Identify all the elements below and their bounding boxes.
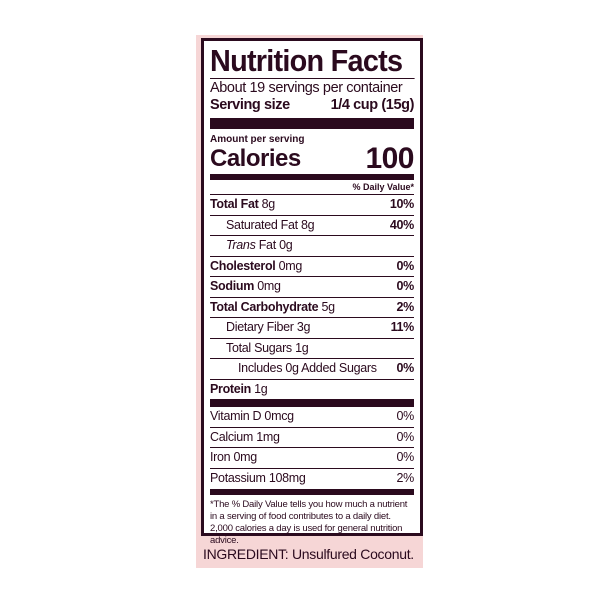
nutrient-name: Total Carbohydrate [210,299,319,314]
nutrient-dv: 11% [390,320,415,334]
vitamin-row: Iron 0mg 0% [210,448,414,469]
nutrient-row: Cholesterol 0mg 0% [210,257,415,277]
nutrient-row: Total Fat 8g 10% [210,195,414,216]
vitamin-row: Vitamin D 0mcg 0% [210,407,414,428]
nutrient-name: Includes 0g Added Sugars [238,361,377,375]
serving-size-value: 1/4 cup (15g) [330,97,415,113]
nutrient-amount: 5g [321,299,335,314]
nutrient-amount: 0mg [257,279,281,293]
nutrient-amount: 1g [295,340,309,355]
nutrient-dv: 40% [389,217,414,232]
vitamin-row: Potassium 108mg 2% [210,469,414,489]
daily-value-header: % Daily Value* [210,180,414,195]
divider-medium [210,489,414,495]
nutrient-dv: 0% [396,279,415,293]
vitamin-dv: 0% [396,450,415,464]
nutrient-dv: 10% [389,197,414,211]
calories-value: 100 [365,142,414,175]
vitamin-dv: 0% [396,429,415,444]
divider-medium [210,174,414,180]
amount-per-serving: Amount per serving [210,134,305,145]
nutrient-dv: 0% [396,361,415,375]
serving-size: Serving size 1/4 cup (15g) [210,97,414,114]
serving-size-label: Serving size [210,97,290,113]
nutrient-name: Saturated Fat [226,217,298,232]
vitamin-name: Iron 0mg [210,450,257,464]
nutrient-name: Total Fat [210,197,259,211]
nutrient-amount: 3g [296,320,311,334]
vitamin-row: Calcium 1mg 0% [210,428,415,448]
nutrient-amount: 1g [254,381,268,396]
nutrient-name: Trans [226,238,256,252]
nutrient-name: Dietary Fiber [226,320,294,334]
ingredient-statement: INGREDIENT: Unsulfured Coconut. [203,546,414,562]
nutrient-row: Saturated Fat 8g 40% [210,216,414,236]
nutrient-amount: 8g [301,217,315,232]
nutrient-row: Sodium 0mg 0% [210,277,414,298]
vitamin-dv: 0% [396,409,415,423]
nutrient-row: Trans Fat 0g [210,236,414,257]
vitamin-dv: 2% [396,470,415,485]
label-title: Nutrition Facts [210,44,415,79]
nutrient-dv: 2% [396,299,415,314]
nutrient-dv: 0% [396,258,415,273]
nutrient-name: Total Sugars [226,340,292,355]
nutrient-amount: 8g [261,197,276,211]
nutrient-name-suffix: Fat [258,238,276,252]
vitamin-name: Potassium 108mg [210,470,306,485]
nutrient-amount: 0g [279,238,293,252]
nutrient-name: Cholesterol [210,258,276,273]
calories-label: Calories [210,145,301,172]
nutrient-row: Dietary Fiber 3g 11% [210,318,414,339]
divider-thick [210,118,414,129]
nutrient-name: Sodium [210,279,255,293]
servings-per-container: About 19 servings per container [210,80,403,96]
vitamin-name: Vitamin D 0mcg [210,409,294,423]
nutrient-row: Total Sugars 1g [210,339,414,359]
nutrition-facts-label: Nutrition Facts About 19 servings per co… [201,38,423,546]
footnote: *The % Daily Value tells you how much a … [210,499,408,546]
vitamin-name: Calcium 1mg [210,429,280,444]
calories-row: Calories 100 [210,142,414,175]
nutrient-name: Protein [210,381,251,396]
nutrient-row: Total Carbohydrate 5g 2% [210,298,415,318]
nutrient-amount: 0mg [278,258,303,273]
nutrient-row: Includes 0g Added Sugars 0% [210,359,414,380]
nutrient-row: Protein 1g [210,380,414,400]
divider-thick [210,399,414,407]
